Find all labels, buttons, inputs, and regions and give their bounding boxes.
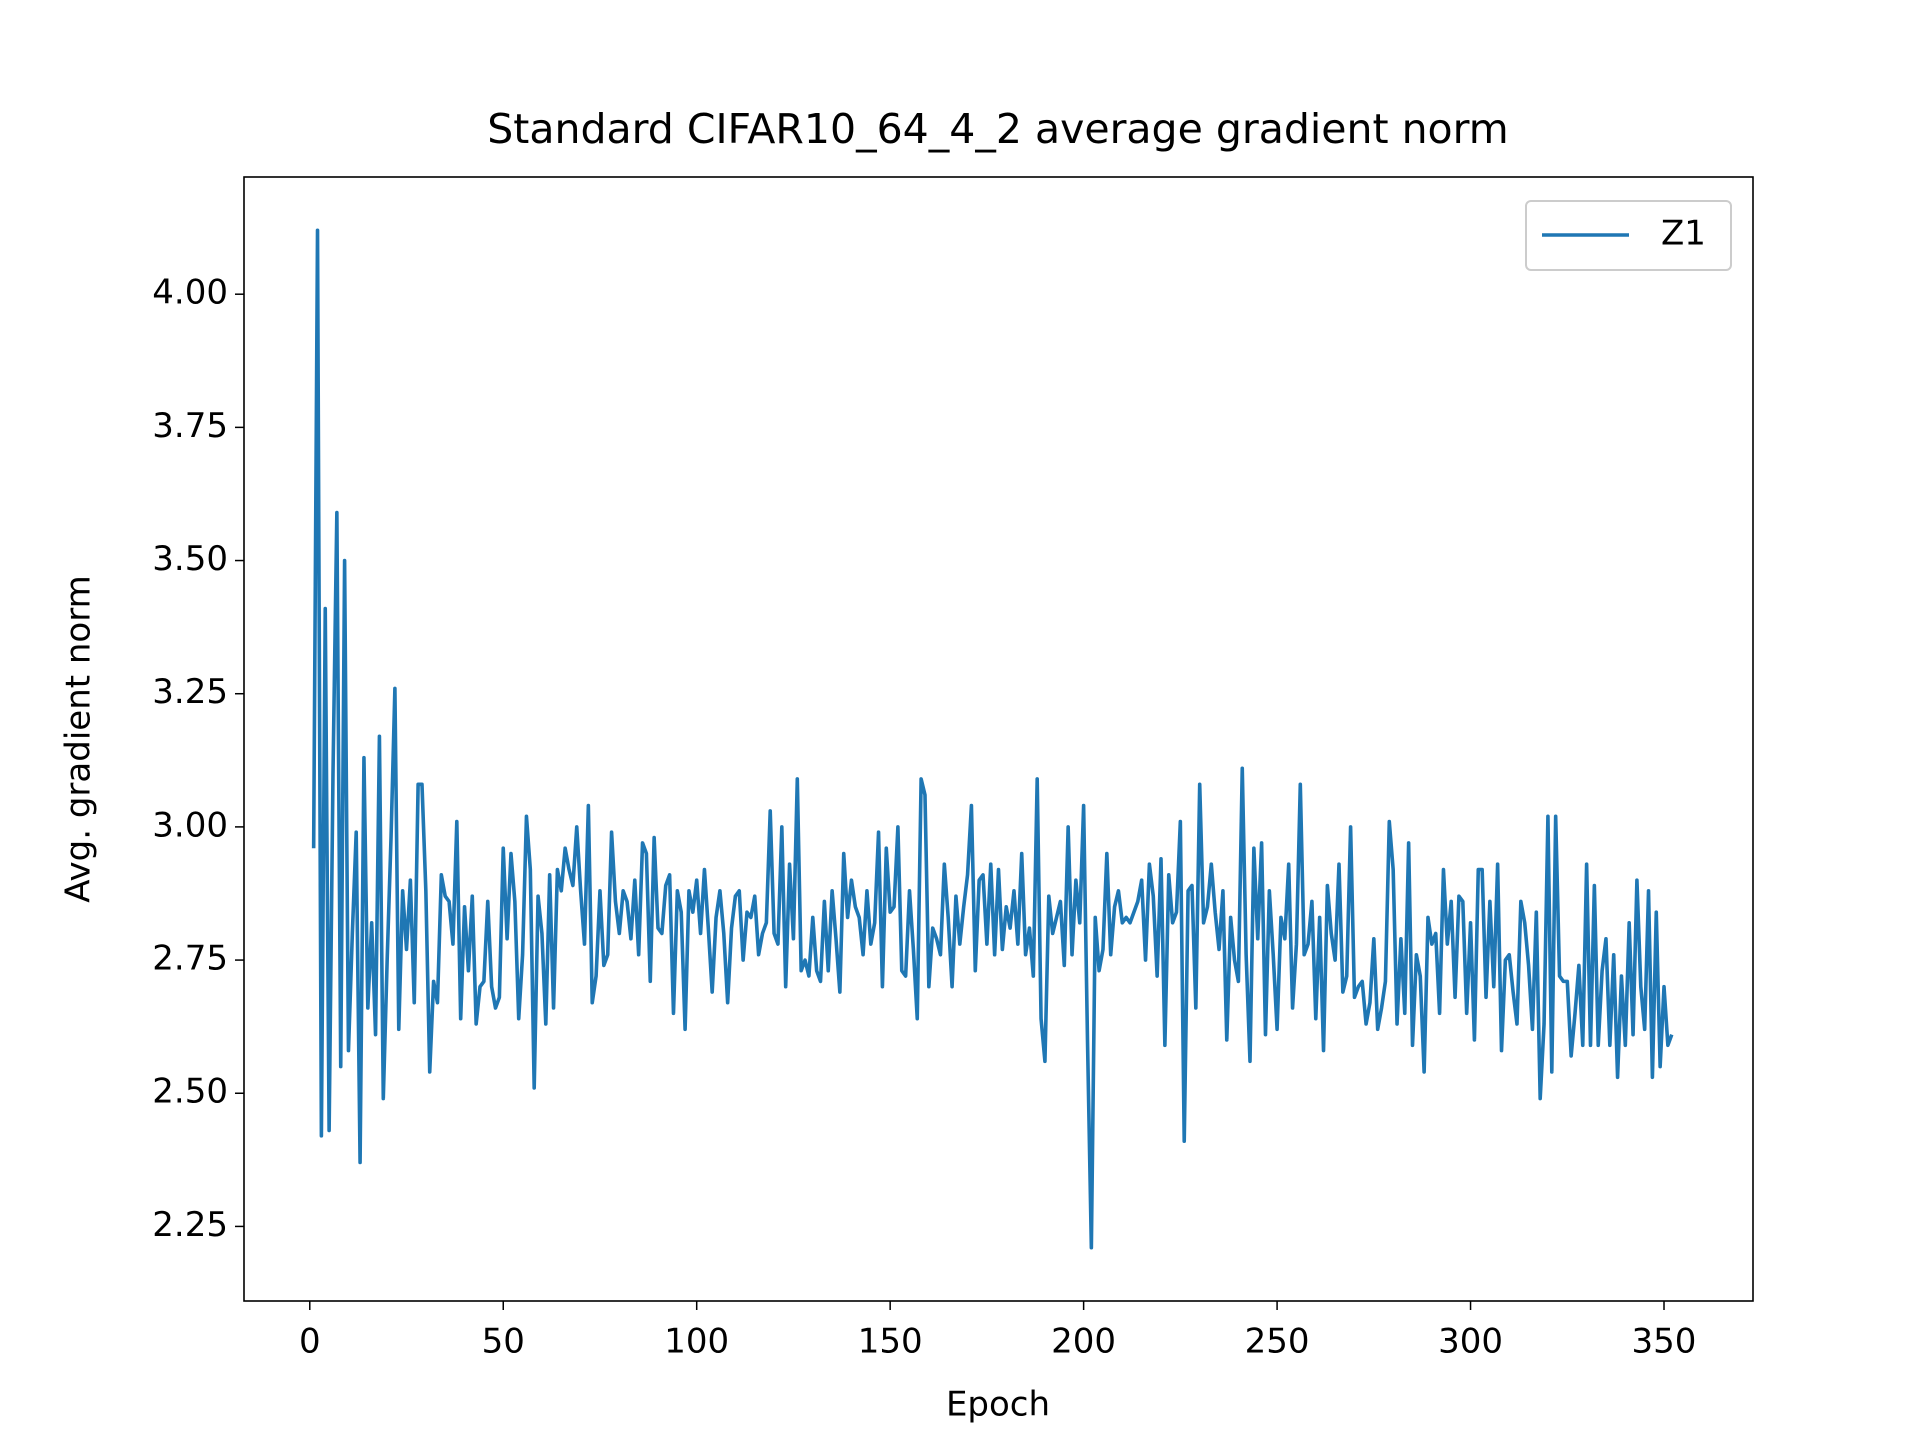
y-tick-label: 3.25 <box>152 672 228 712</box>
x-tick-label: 50 <box>482 1322 525 1362</box>
data-line <box>311 228 1674 1250</box>
plot-frame <box>243 176 1754 1302</box>
y-axis-label: Avg. gradient norm <box>59 575 99 902</box>
y-tick-label: 2.25 <box>152 1205 228 1245</box>
x-tick-label: 200 <box>1051 1322 1116 1362</box>
y-tick-label: 2.50 <box>152 1072 228 1112</box>
y-tick-label: 2.75 <box>152 939 228 979</box>
y-tick-label: 3.00 <box>152 805 228 845</box>
y-tick-label: 3.50 <box>152 539 228 579</box>
x-tick-label: 150 <box>858 1322 923 1362</box>
x-tick-label: 300 <box>1438 1322 1503 1362</box>
y-tick-label: 4.00 <box>152 273 228 313</box>
x-tick-label: 250 <box>1245 1322 1310 1362</box>
legend-label: Z1 <box>1661 214 1706 254</box>
x-tick-label: 100 <box>664 1322 729 1362</box>
x-axis-label: Epoch <box>946 1385 1050 1425</box>
x-tick-label: 350 <box>1632 1322 1697 1362</box>
chart-title: Standard CIFAR10_64_4_2 average gradient… <box>487 105 1508 153</box>
x-tick-label: 0 <box>299 1322 321 1362</box>
y-tick-label: 3.75 <box>152 406 228 446</box>
